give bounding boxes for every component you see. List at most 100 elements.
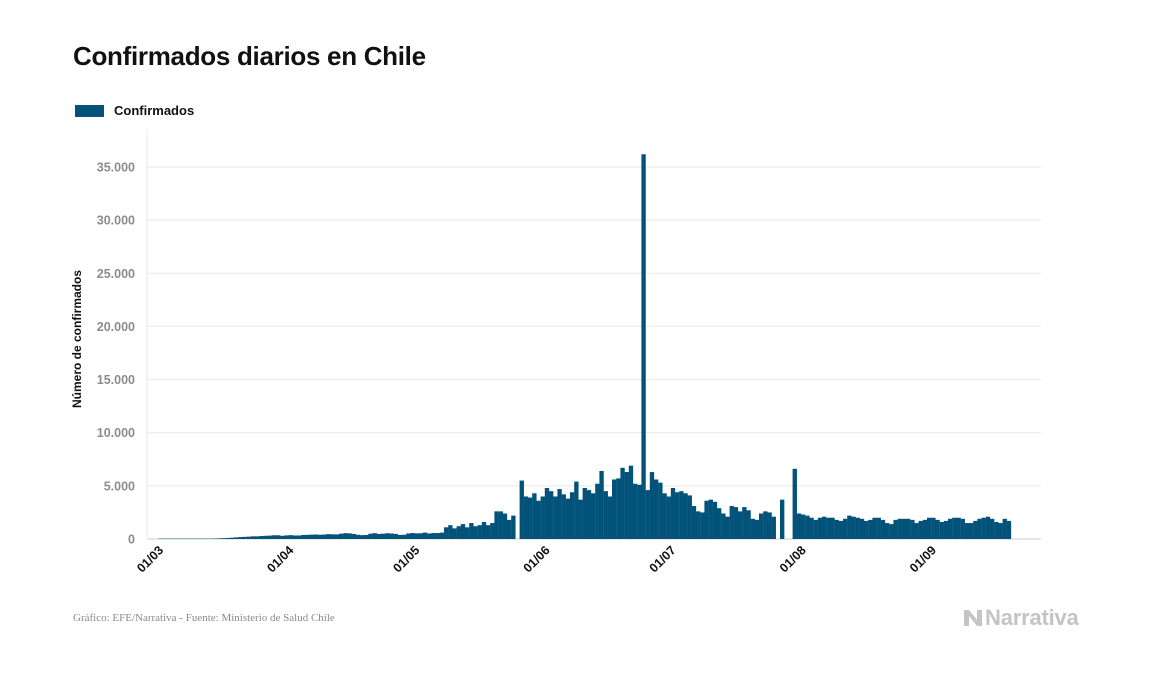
bar [1002, 518, 1007, 539]
bar [927, 517, 932, 539]
bar [696, 511, 701, 539]
bar [817, 517, 823, 539]
bar [935, 519, 940, 539]
bar [465, 527, 470, 539]
bar [998, 523, 1003, 539]
bar [267, 535, 272, 539]
x-tick-label: 01/06 [521, 543, 553, 575]
x-tick-label: 01/05 [390, 543, 422, 575]
bar [973, 520, 978, 539]
bar [729, 506, 734, 539]
bar [322, 534, 327, 539]
bar [826, 517, 831, 539]
bar [620, 467, 625, 539]
bar [851, 516, 856, 539]
bar [616, 478, 621, 539]
bar [229, 537, 235, 539]
bar [767, 512, 772, 539]
bar [578, 499, 583, 539]
y-tick-label: 15.000 [97, 373, 135, 387]
bar [637, 484, 642, 539]
bar [633, 483, 638, 539]
bar [595, 483, 600, 539]
grid-lines [147, 166, 1041, 540]
y-tick-label: 0 [128, 533, 135, 547]
y-tick-label: 35.000 [97, 161, 135, 175]
bar [738, 511, 743, 539]
bar [855, 517, 860, 539]
bar [309, 534, 314, 539]
bar [843, 518, 848, 539]
bar [901, 518, 907, 539]
bar [402, 534, 407, 539]
bar [360, 535, 365, 539]
bar [1006, 520, 1012, 539]
y-tick-label: 30.000 [97, 214, 135, 228]
bar [868, 519, 873, 539]
bar [213, 538, 218, 539]
bar [897, 518, 902, 539]
bar [355, 534, 361, 539]
bar [717, 508, 722, 539]
bar [931, 517, 936, 539]
x-axis: 01/03 01/04 01/05 01/06 01/07 01/08 01/09 [134, 543, 939, 575]
bar-series-confirmados [158, 154, 1012, 539]
bar [864, 520, 869, 539]
bar [511, 515, 516, 539]
bar [679, 491, 684, 539]
bar [234, 537, 239, 539]
bar [456, 526, 461, 539]
bar [591, 493, 596, 539]
bar [250, 536, 256, 539]
bar [423, 532, 428, 539]
bar [666, 496, 671, 539]
bar [431, 533, 436, 539]
bar [439, 532, 445, 539]
bar [305, 534, 310, 539]
bar [801, 514, 806, 539]
bar [427, 533, 432, 539]
bar [536, 500, 541, 539]
bar [733, 507, 739, 539]
bar [259, 536, 264, 539]
bar [280, 535, 285, 539]
bar [469, 523, 474, 539]
bar [780, 499, 785, 539]
bar [964, 523, 970, 539]
bar [502, 513, 508, 539]
bar [486, 525, 491, 539]
bar [700, 512, 705, 539]
bar [687, 495, 692, 539]
bar [389, 533, 394, 539]
bar [977, 518, 982, 539]
bar [217, 538, 222, 539]
legend-swatch [75, 104, 104, 117]
x-tick-label: 01/04 [264, 543, 296, 575]
bar [683, 493, 688, 539]
bar [343, 533, 348, 539]
bar [494, 511, 499, 539]
bar [246, 536, 251, 539]
y-tick-label: 5.000 [104, 479, 135, 493]
bar [742, 507, 747, 539]
bar [796, 513, 802, 539]
bar [238, 537, 243, 539]
bar [813, 519, 818, 539]
bar [586, 490, 592, 539]
bar [276, 535, 281, 539]
narrativa-logo-icon [964, 610, 982, 626]
bar [263, 535, 268, 539]
bar [922, 519, 928, 539]
bar [889, 524, 894, 539]
bar [994, 521, 999, 539]
bar [607, 496, 613, 539]
bar [847, 515, 852, 539]
bar [313, 534, 319, 539]
bar [561, 494, 566, 539]
bar [939, 521, 944, 539]
bar [347, 533, 352, 539]
x-tick-label: 01/08 [777, 543, 809, 575]
bar [792, 468, 797, 539]
bar [519, 480, 524, 539]
bar [880, 519, 886, 539]
